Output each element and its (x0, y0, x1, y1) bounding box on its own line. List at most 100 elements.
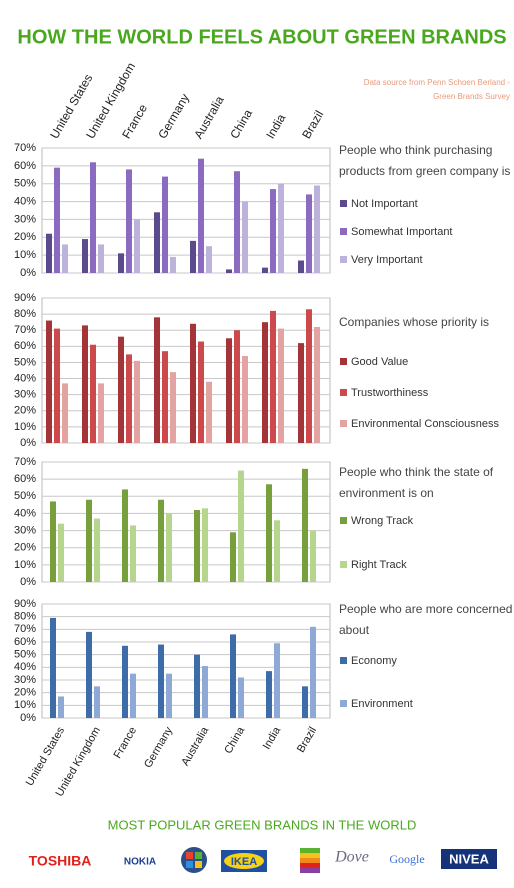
windows-logo (181, 847, 207, 873)
y-tick-label: 30% (14, 674, 36, 686)
legend-swatch (340, 657, 347, 664)
brand-logo: Dove (334, 849, 369, 866)
bar (130, 673, 136, 718)
y-tick-label: 30% (14, 524, 36, 536)
bar (98, 244, 104, 273)
brand-logo: NIVEA (449, 851, 489, 866)
bar (162, 176, 168, 273)
bar (190, 323, 196, 443)
y-tick-label: 70% (14, 456, 36, 468)
legend-swatch (340, 228, 347, 235)
brand-logo: TOSHIBA (29, 853, 92, 869)
bar (298, 260, 304, 273)
legend-label: Somewhat Important (351, 226, 453, 238)
legend-title: Companies whose priority is (339, 315, 490, 329)
y-tick-label: 30% (14, 389, 36, 401)
bar (314, 327, 320, 443)
bar (134, 360, 140, 443)
y-tick-label: 80% (14, 611, 36, 623)
plot-frame (41, 461, 331, 583)
nivea-box (441, 849, 497, 869)
y-tick-label: 0% (20, 267, 36, 279)
bar (122, 645, 128, 718)
y-tick-label: 60% (14, 160, 36, 172)
bar (126, 354, 132, 443)
y-tick-label: 70% (14, 142, 36, 154)
bar (58, 696, 64, 718)
bar (230, 634, 236, 718)
bar (158, 499, 164, 582)
bar (166, 513, 172, 582)
bar (206, 381, 212, 443)
legend-title: People who think purchasing products fro… (339, 143, 511, 178)
y-tick-label: 80% (14, 308, 36, 320)
bar (274, 643, 280, 718)
y-tick-label: 70% (14, 623, 36, 635)
y-tick-label: 70% (14, 324, 36, 336)
legend-label: Environmental Consciousness (351, 418, 499, 430)
legend-label: Very Important (351, 254, 423, 266)
bar (194, 510, 200, 582)
bar (170, 372, 176, 443)
x-tick-label: India (263, 111, 288, 141)
bar (190, 240, 196, 273)
bar (194, 654, 200, 718)
bar (82, 239, 88, 273)
bar (54, 328, 60, 443)
legend-swatch (340, 561, 347, 568)
y-tick-label: 10% (14, 699, 36, 711)
y-tick-label: 30% (14, 213, 36, 225)
bar (126, 169, 132, 273)
x-tick-label: Brazil (295, 725, 319, 755)
bar (170, 256, 176, 273)
bar (90, 344, 96, 443)
y-tick-label: 60% (14, 473, 36, 485)
y-tick-label: 20% (14, 231, 36, 243)
bar (134, 219, 140, 273)
bar (226, 338, 232, 443)
brand-logo: NOKIA (124, 857, 156, 868)
brands-title: MOST POPULAR GREEN BRANDS IN THE WORLD (108, 817, 417, 832)
bar (130, 525, 136, 582)
bar (306, 309, 312, 443)
bar (206, 246, 212, 273)
bar (226, 269, 232, 273)
y-tick-label: 40% (14, 195, 36, 207)
bar (54, 167, 60, 273)
bar (86, 631, 92, 718)
y-tick-label: 40% (14, 507, 36, 519)
y-tick-label: 20% (14, 687, 36, 699)
y-tick-label: 90% (14, 292, 36, 304)
x-tick-label: France (119, 101, 150, 141)
bar (306, 194, 312, 273)
legend-label: Right Track (351, 559, 407, 571)
legend-label: Trustworthiness (351, 387, 429, 399)
bar (94, 518, 100, 582)
legend-swatch (340, 700, 347, 707)
y-tick-label: 50% (14, 356, 36, 368)
bar (46, 320, 52, 443)
y-tick-label: 10% (14, 559, 36, 571)
legend-swatch (340, 200, 347, 207)
y-tick-label: 10% (14, 249, 36, 261)
x-tick-label: China (227, 107, 255, 141)
bar (278, 183, 284, 273)
plot-frame (41, 603, 331, 719)
bar (234, 330, 240, 443)
bar (94, 686, 100, 718)
bar (266, 671, 272, 718)
main-title: HOW THE WORLD FEELS ABOUT GREEN BRANDS (17, 26, 506, 48)
bar (202, 508, 208, 582)
bar (198, 158, 204, 273)
legend-title: People who think the state of environmen… (339, 465, 494, 500)
bar (198, 341, 204, 443)
y-tick-label: 10% (14, 421, 36, 433)
bar (154, 317, 160, 443)
legend-swatch (340, 517, 347, 524)
bar (118, 336, 124, 443)
y-tick-label: 20% (14, 405, 36, 417)
legend-swatch (340, 420, 347, 427)
y-tick-label: 0% (20, 437, 36, 449)
